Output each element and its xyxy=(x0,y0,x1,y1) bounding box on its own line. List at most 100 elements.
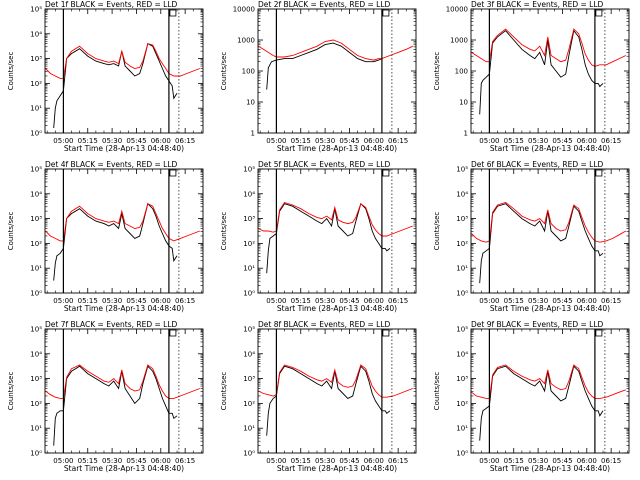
panel-title: Det 4f BLACK = Events, RED = LLD xyxy=(45,160,178,169)
y-tick-label: 10¹ xyxy=(243,425,255,433)
end-marker-box xyxy=(595,329,603,337)
plot-frame xyxy=(470,328,630,454)
detector-panel-8: Det 8f BLACK = Events, RED = LLD 10⁰ 10¹ 10… xyxy=(220,320,417,473)
y-tick-label: 10² xyxy=(243,400,255,408)
detector-panel-2: Det 2f BLACK = Events, RED = LLD 1 10 100 10… xyxy=(220,0,417,153)
x-axis-label: Start Time (28-Apr-13 04:48:40) xyxy=(64,464,184,473)
x-tick-label: 06:00 xyxy=(151,457,171,465)
x-tick-label: 06:15 xyxy=(175,297,195,305)
x-tick-label: 05:15 xyxy=(78,457,98,465)
y-tick-label: 10³ xyxy=(243,375,255,383)
panel-title: Det 8f BLACK = Events, RED = LLD xyxy=(258,320,391,329)
y-tick-label: 10³ xyxy=(30,215,42,223)
series-lld xyxy=(471,202,627,243)
y-tick-label: 10⁰ xyxy=(243,290,255,298)
x-tick-label: 06:00 xyxy=(577,457,597,465)
x-tick-label: 06:15 xyxy=(601,297,621,305)
series-events xyxy=(53,365,178,446)
x-axis-label: Start Time (28-Apr-13 04:48:40) xyxy=(277,464,397,473)
end-marker-box xyxy=(595,9,603,17)
y-tick-label: 10⁰ xyxy=(456,290,468,298)
y-tick-label: 10⁴ xyxy=(243,350,255,358)
series-events xyxy=(479,365,604,441)
y-tick-label: 10⁰ xyxy=(243,450,255,458)
x-tick-label: 06:15 xyxy=(175,137,195,145)
x-tick-label: 05:30 xyxy=(102,137,122,145)
series-lld xyxy=(45,364,200,399)
y-tick-label: 10² xyxy=(456,240,468,248)
plot-frame xyxy=(257,168,417,294)
x-tick-label: 05:15 xyxy=(78,297,98,305)
plot-frame xyxy=(44,168,204,294)
series-lld xyxy=(258,39,413,61)
x-tick-label: 06:15 xyxy=(388,297,408,305)
detector-panel-5: Det 5f BLACK = Events, RED = LLD 10⁰ 10¹ 10… xyxy=(220,160,417,313)
y-tick-label: 1000 xyxy=(450,37,468,45)
x-tick-label: 06:00 xyxy=(364,457,384,465)
plot-frame xyxy=(470,168,630,294)
detector-panel-3: Det 3f BLACK = Events, RED = LLD 1 10 100 10… xyxy=(433,0,630,153)
y-axis-label: Counts/sec xyxy=(7,372,15,411)
panel-title: Det 6f BLACK = Events, RED = LLD xyxy=(471,160,604,169)
y-tick-label: 10000 xyxy=(446,6,468,14)
x-tick-label: 05:30 xyxy=(315,137,335,145)
x-tick-label: 05:00 xyxy=(266,297,286,305)
y-tick-label: 10⁰ xyxy=(30,290,42,298)
y-tick-label: 10⁴ xyxy=(243,190,255,198)
y-axis-label: Counts/sec xyxy=(433,372,441,411)
end-marker-box xyxy=(382,169,390,177)
x-tick-label: 05:00 xyxy=(53,297,73,305)
y-tick-label: 10⁵ xyxy=(30,326,42,334)
x-axis-label: Start Time (28-Apr-13 04:48:40) xyxy=(277,304,397,313)
detector-panel-1: Det 1f BLACK = Events, RED = LLD 10⁰ 10¹ 10… xyxy=(7,0,204,153)
y-axis-label: Counts/sec xyxy=(433,212,441,251)
x-axis-label: Start Time (28-Apr-13 04:48:40) xyxy=(64,144,184,153)
y-tick-label: 10¹ xyxy=(30,265,42,273)
y-axis-label: Counts/sec xyxy=(433,52,441,91)
x-tick-label: 05:30 xyxy=(315,297,335,305)
x-tick-label: 05:45 xyxy=(339,297,359,305)
panel-title: Det 3f BLACK = Events, RED = LLD xyxy=(471,0,604,9)
x-tick-label: 05:00 xyxy=(479,457,499,465)
plot-frame xyxy=(257,8,417,134)
y-tick-label: 10¹ xyxy=(243,265,255,273)
end-marker-box xyxy=(382,9,390,17)
y-axis-label: Counts/sec xyxy=(7,212,15,251)
y-tick-label: 10² xyxy=(30,240,42,248)
panel-title: Det 7f BLACK = Events, RED = LLD xyxy=(45,320,178,329)
y-tick-label: 10⁴ xyxy=(30,30,42,38)
end-marker-box xyxy=(169,9,177,17)
y-tick-label: 10 xyxy=(246,99,255,107)
y-tick-label: 1 xyxy=(251,130,255,138)
y-tick-label: 10000 xyxy=(233,6,255,14)
series-events xyxy=(266,42,383,90)
x-tick-label: 05:15 xyxy=(291,457,311,465)
detector-panel-4: Det 4f BLACK = Events, RED = LLD 10⁰ 10¹ 10… xyxy=(7,160,204,313)
y-tick-label: 100 xyxy=(242,68,255,76)
y-tick-label: 10⁴ xyxy=(30,190,42,198)
x-tick-label: 06:00 xyxy=(151,297,171,305)
x-tick-label: 05:00 xyxy=(53,137,73,145)
x-tick-label: 06:00 xyxy=(577,137,597,145)
end-marker-box xyxy=(382,329,390,337)
y-tick-label: 10⁵ xyxy=(243,166,255,174)
x-tick-label: 05:15 xyxy=(504,457,524,465)
y-tick-label: 10³ xyxy=(456,215,468,223)
x-tick-label: 06:00 xyxy=(364,137,384,145)
x-axis-label: Start Time (28-Apr-13 04:48:40) xyxy=(64,304,184,313)
end-marker-box xyxy=(169,329,177,337)
series-lld xyxy=(258,364,413,398)
y-tick-label: 10¹ xyxy=(456,265,468,273)
x-tick-label: 05:00 xyxy=(479,297,499,305)
x-tick-label: 05:15 xyxy=(504,137,524,145)
y-tick-label: 10¹ xyxy=(30,425,42,433)
x-tick-label: 06:15 xyxy=(175,457,195,465)
y-axis-label: Counts/sec xyxy=(220,52,228,91)
y-tick-label: 10⁰ xyxy=(456,450,468,458)
end-marker-box xyxy=(595,169,603,177)
y-axis-label: Counts/sec xyxy=(220,212,228,251)
x-axis-label: Start Time (28-Apr-13 04:48:40) xyxy=(277,144,397,153)
x-tick-label: 06:15 xyxy=(388,457,408,465)
x-tick-label: 06:00 xyxy=(577,297,597,305)
